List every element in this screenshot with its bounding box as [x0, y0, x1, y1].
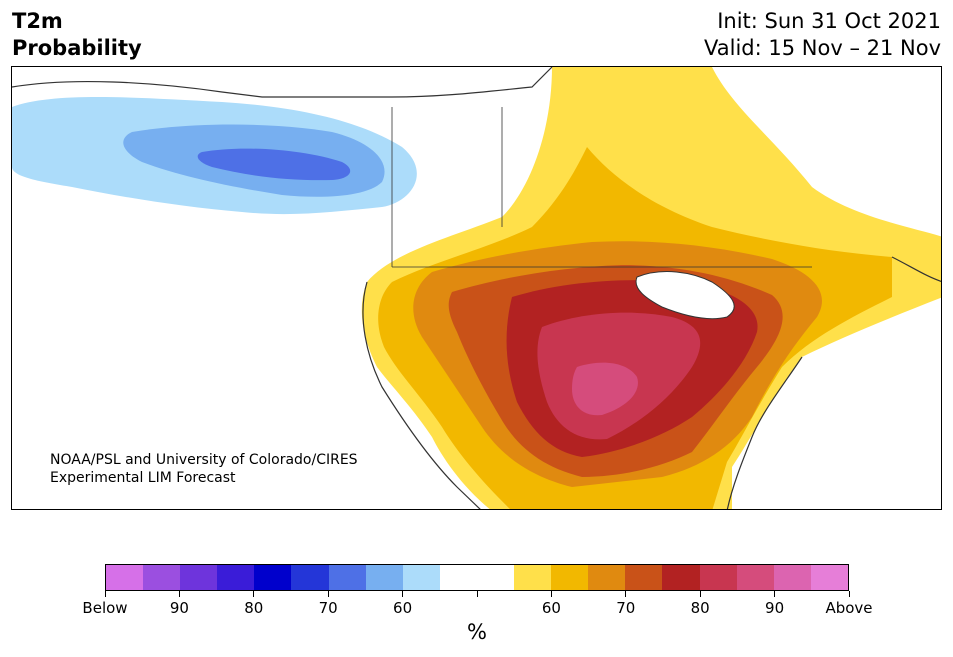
colorbar-tick	[774, 591, 776, 597]
colorbar-tick	[550, 591, 552, 597]
map-title: T2m Probability	[12, 8, 142, 62]
colorbar-segment	[699, 565, 737, 590]
map-canvas	[12, 67, 941, 509]
colorbar-tick	[625, 591, 627, 597]
colorbar-segment	[588, 565, 626, 590]
colorbar-tick-label: 70	[616, 599, 636, 617]
colorbar-tick-label: Above	[825, 599, 873, 617]
colorbar-tick	[327, 591, 329, 597]
colorbar-segment	[662, 565, 700, 590]
country-border	[391, 107, 812, 268]
colorbar-segment	[106, 565, 144, 590]
colorbar-segment	[365, 565, 403, 590]
colorbar-segment	[217, 565, 255, 590]
colorbar-tick-label: Below	[82, 599, 128, 617]
warm-region-90	[572, 362, 638, 416]
colorbar-segment	[773, 565, 811, 590]
colorbar-tick	[178, 591, 180, 597]
colorbar-segment	[439, 565, 477, 590]
credit-line-2: Experimental LIM Forecast	[50, 470, 236, 486]
colorbar-segment	[180, 565, 218, 590]
colorbar-segment	[736, 565, 774, 590]
colorbar-segment	[625, 565, 663, 590]
colorbar-tick	[253, 591, 255, 597]
colorbar	[105, 564, 849, 591]
colorbar-tick-label: 90	[169, 599, 189, 617]
colorbar-segment	[254, 565, 292, 590]
colorbar-unit: %	[467, 620, 487, 644]
colorbar-segment	[476, 565, 515, 590]
colorbar-segment	[402, 565, 440, 590]
colorbar-tick-label: 60	[541, 599, 561, 617]
colorbar-segment	[551, 565, 589, 590]
colorbar-tick-label: 70	[318, 599, 338, 617]
title-line-2: Probability	[12, 36, 142, 60]
cold-region-80	[197, 148, 351, 181]
colorbar-tick	[848, 591, 850, 597]
colorbar-segment	[291, 565, 329, 590]
colorbar-tick	[402, 591, 404, 597]
coastline	[12, 67, 941, 509]
colorbar-tick	[476, 591, 478, 597]
colorbar-tick-label: 80	[244, 599, 264, 617]
init-date: Init: Sun 31 Oct 2021	[717, 9, 941, 33]
colorbar-segment	[328, 565, 366, 590]
colorbar-segment	[514, 565, 552, 590]
colorbar-tick-label: 60	[393, 599, 413, 617]
colorbar-segment	[810, 565, 848, 590]
colorbar-tick-label: 80	[690, 599, 710, 617]
colorbar-tick	[699, 591, 701, 597]
credit-text: NOAA/PSL and University of Colorado/CIRE…	[50, 451, 358, 487]
great-lakes	[635, 271, 735, 320]
forecast-dates: Init: Sun 31 Oct 2021 Valid: 15 Nov – 21…	[704, 8, 941, 62]
credit-line-1: NOAA/PSL and University of Colorado/CIRE…	[50, 452, 358, 468]
colorbar-tick	[104, 591, 106, 597]
colorbar-tick-label: 90	[765, 599, 785, 617]
colorbar-segment	[143, 565, 181, 590]
valid-range: Valid: 15 Nov – 21 Nov	[704, 36, 941, 60]
forecast-map: NOAA/PSL and University of Colorado/CIRE…	[11, 66, 942, 510]
title-line-1: T2m	[12, 9, 63, 33]
